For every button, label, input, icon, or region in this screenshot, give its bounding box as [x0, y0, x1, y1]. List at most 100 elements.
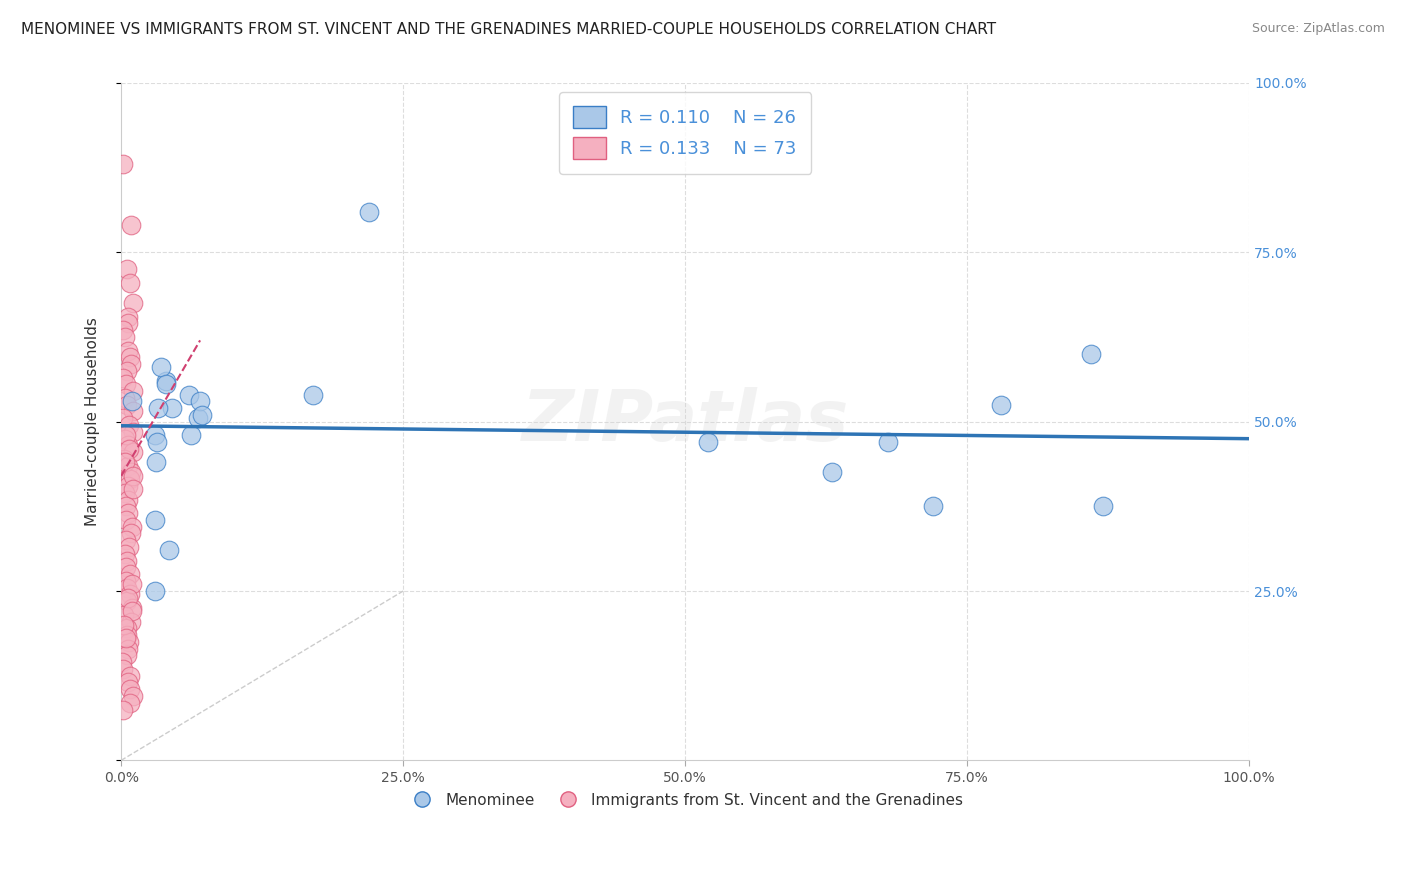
- Point: [115, 500, 138, 514]
- Point: [115, 648, 138, 663]
- Point: [121, 404, 143, 418]
- Point: [117, 675, 139, 690]
- Point: [121, 519, 143, 533]
- Point: [118, 540, 141, 554]
- Point: [111, 702, 134, 716]
- Text: Source: ZipAtlas.com: Source: ZipAtlas.com: [1251, 22, 1385, 36]
- Point: [111, 370, 134, 384]
- Point: [122, 689, 145, 703]
- Point: [120, 357, 142, 371]
- Point: [143, 584, 166, 599]
- Point: [117, 641, 139, 656]
- Point: [148, 401, 170, 416]
- Point: [122, 483, 145, 497]
- Point: [1080, 347, 1102, 361]
- Point: [118, 351, 141, 365]
- Point: [146, 434, 169, 449]
- Point: [160, 401, 183, 416]
- Point: [122, 468, 145, 483]
- Point: [115, 364, 138, 378]
- Point: [117, 317, 139, 331]
- Point: [117, 398, 139, 412]
- Point: [121, 577, 143, 591]
- Point: [177, 387, 200, 401]
- Point: [359, 204, 381, 219]
- Point: [118, 696, 141, 710]
- Point: [114, 377, 136, 392]
- Point: [117, 581, 139, 595]
- Point: [118, 442, 141, 456]
- Legend: Menominee, Immigrants from St. Vincent and the Grenadines: Menominee, Immigrants from St. Vincent a…: [401, 787, 969, 814]
- Point: [115, 574, 138, 588]
- Point: [121, 601, 143, 615]
- Point: [117, 343, 139, 358]
- Text: MENOMINEE VS IMMIGRANTS FROM ST. VINCENT AND THE GRENADINES MARRIED-COUPLE HOUSE: MENOMINEE VS IMMIGRANTS FROM ST. VINCENT…: [21, 22, 997, 37]
- Point: [122, 296, 145, 310]
- Y-axis label: Married-couple Households: Married-couple Households: [86, 318, 100, 526]
- Point: [117, 479, 139, 493]
- Point: [114, 455, 136, 469]
- Point: [302, 387, 325, 401]
- Point: [118, 472, 141, 486]
- Point: [114, 632, 136, 646]
- Point: [115, 621, 138, 635]
- Point: [120, 276, 142, 290]
- Point: [143, 513, 166, 527]
- Point: [155, 374, 177, 388]
- Point: [112, 607, 135, 622]
- Point: [112, 451, 135, 466]
- Point: [112, 662, 135, 676]
- Point: [122, 425, 145, 439]
- Point: [117, 438, 139, 452]
- Point: [821, 466, 844, 480]
- Point: [191, 408, 214, 422]
- Point: [112, 323, 135, 337]
- Point: [111, 655, 134, 669]
- Point: [877, 434, 900, 449]
- Point: [149, 360, 172, 375]
- Point: [145, 455, 167, 469]
- Point: [120, 587, 142, 601]
- Point: [180, 428, 202, 442]
- Point: [114, 547, 136, 561]
- Point: [117, 506, 139, 520]
- Point: [120, 615, 142, 629]
- Point: [114, 330, 136, 344]
- Point: [117, 591, 139, 605]
- Point: [118, 418, 141, 433]
- Point: [111, 411, 134, 425]
- Point: [117, 553, 139, 567]
- Point: [112, 618, 135, 632]
- Point: [696, 434, 718, 449]
- Point: [187, 411, 209, 425]
- Point: [121, 604, 143, 618]
- Point: [117, 458, 139, 473]
- Point: [118, 635, 141, 649]
- Point: [188, 394, 211, 409]
- Point: [121, 445, 143, 459]
- Point: [114, 428, 136, 442]
- Point: [118, 567, 141, 582]
- Point: [115, 594, 138, 608]
- Point: [922, 500, 945, 514]
- Point: [114, 485, 136, 500]
- Point: [155, 377, 177, 392]
- Point: [115, 262, 138, 277]
- Point: [120, 218, 142, 232]
- Point: [121, 394, 143, 409]
- Point: [120, 466, 142, 480]
- Point: [115, 513, 138, 527]
- Point: [121, 384, 143, 399]
- Point: [117, 492, 139, 507]
- Point: [114, 391, 136, 405]
- Point: [120, 669, 142, 683]
- Point: [157, 543, 180, 558]
- Point: [114, 533, 136, 548]
- Point: [1091, 500, 1114, 514]
- Point: [120, 526, 142, 541]
- Point: [143, 428, 166, 442]
- Point: [115, 560, 138, 574]
- Point: [117, 310, 139, 324]
- Point: [120, 682, 142, 697]
- Point: [990, 398, 1012, 412]
